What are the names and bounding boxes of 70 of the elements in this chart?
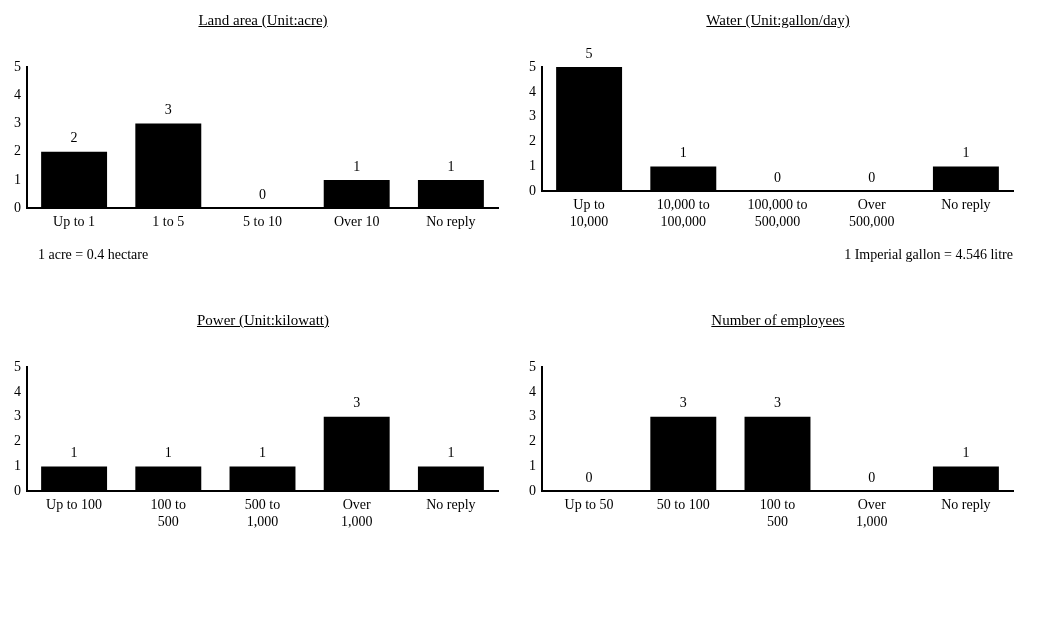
data-label: 1 [447, 158, 455, 174]
x-tick-label: Over 1,000 [855, 497, 888, 530]
x-tick-label: 100 to 500 [150, 497, 186, 530]
data-label: 5 [585, 45, 593, 61]
x-tick-label: 10,000 to 100,000 [656, 197, 710, 230]
y-tick-label: 0 [529, 183, 536, 199]
chart-title: Power (Unit:kilowatt) [195, 312, 331, 329]
data-label: 3 [353, 395, 361, 411]
x-tick-label: No reply [941, 497, 991, 513]
y-tick-label: 4 [529, 83, 536, 99]
x-tick-label: No reply [941, 197, 991, 213]
text: 1 acre = 0.4 hectare [37, 247, 150, 263]
chart-title: Water (Unit:gallon/day) [705, 12, 851, 29]
y-tick-label: 2 [14, 143, 21, 159]
x-tick-label: Up to 50 [564, 497, 614, 513]
data-label: 0 [585, 470, 593, 486]
y-tick-label: 0 [14, 483, 21, 499]
x-tick-label: 5 to 10 [243, 214, 282, 230]
y-tick-label: 4 [14, 383, 21, 399]
y-tick-label: 1 [529, 158, 536, 174]
data-label: 0 [774, 170, 781, 186]
chart-title: Land area (Unit:acre) [197, 12, 329, 29]
y-tick-label: 2 [14, 433, 21, 449]
x-tick-label: No reply [426, 497, 476, 513]
data-label: 3 [164, 102, 172, 118]
y-tick-label: 3 [14, 408, 21, 424]
x-tick-label: Up to 10,000 [569, 197, 609, 230]
y-tick-label: 1 [14, 458, 21, 474]
data-label: 1 [353, 158, 361, 174]
y-tick-label: 5 [529, 58, 536, 74]
text: 1 Imperial gallon = 4.546 litre [843, 247, 1014, 263]
y-tick-label: 3 [14, 115, 21, 131]
y-tick-label: 2 [529, 433, 536, 449]
data-label: 1 [962, 445, 970, 461]
y-tick-label: 5 [529, 358, 536, 374]
data-label: 1 [164, 445, 172, 461]
x-tick-label: Up to 100 [46, 497, 103, 513]
x-tick-label: Over 1,000 [340, 497, 373, 530]
y-tick-label: 5 [14, 358, 21, 374]
x-tick-label: 100,000 to 500,000 [747, 197, 808, 230]
y-tick-label: 4 [529, 383, 536, 399]
data-label: 1 [962, 145, 970, 161]
data-label: 1 [679, 145, 687, 161]
data-label: 3 [679, 395, 687, 411]
data-label: 1 [447, 445, 455, 461]
y-tick-label: 3 [529, 408, 536, 424]
y-tick-label: 4 [14, 86, 21, 102]
x-tick-label: 1 to 5 [152, 214, 185, 230]
y-tick-label: 5 [14, 58, 21, 74]
data-label: 1 [259, 445, 266, 461]
data-label: 3 [774, 395, 781, 411]
x-tick-label: Up to 1 [53, 214, 96, 230]
y-tick-label: 3 [529, 108, 536, 124]
y-tick-label: 0 [529, 483, 536, 499]
x-tick-label: No reply [426, 214, 476, 230]
x-tick-label: 50 to 100 [656, 497, 710, 513]
data-label: 0 [868, 170, 876, 186]
data-label: 0 [868, 470, 876, 486]
y-tick-label: 1 [529, 458, 536, 474]
y-tick-label: 2 [529, 133, 536, 149]
y-tick-label: 0 [14, 199, 21, 215]
x-tick-label: Over 10 [333, 214, 380, 230]
y-tick-label: 1 [14, 171, 21, 187]
data-label: 2 [70, 130, 78, 146]
x-tick-label: 100 to 500 [759, 497, 796, 530]
data-label: 1 [70, 445, 78, 461]
chart-title: Number of employees [710, 312, 846, 329]
data-label: 0 [259, 186, 266, 202]
x-tick-label: Over 500,000 [848, 197, 895, 230]
x-tick-label: 500 to 1,000 [244, 497, 281, 530]
